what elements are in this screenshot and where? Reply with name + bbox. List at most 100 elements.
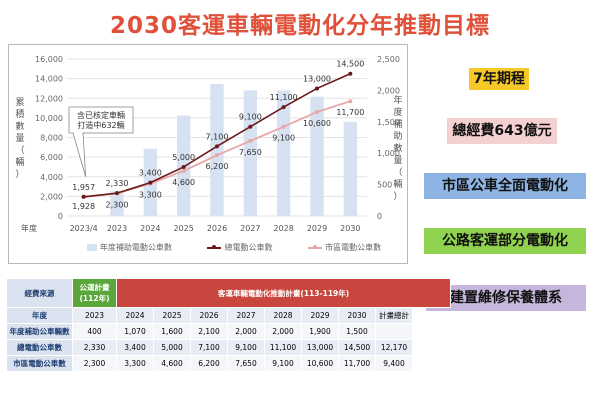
y2-axis-label-char: 年	[393, 94, 402, 106]
chart-panel: 0 2,000 4,000 6,000 8,000 10,000 12,000 14,000 1…	[8, 44, 408, 264]
table-cell: 2024	[116, 307, 154, 324]
table-row: 市區電動公車數 2,300 3,300 4,600 6,200 7,650 9,…	[6, 355, 451, 372]
row-label: 總電動公車數	[6, 339, 73, 356]
point-city	[348, 99, 353, 104]
table-cell: 14,500	[338, 339, 376, 356]
bar	[210, 84, 224, 216]
legend-swatch-bars	[86, 244, 97, 251]
data-label-total: 7,100	[206, 132, 229, 141]
y-axis-label-char: 數	[15, 120, 24, 132]
y-axis-label-char: 累	[15, 97, 24, 108]
legend-label-city: 市區電動公車數	[325, 243, 382, 252]
table-cell: 3,300	[116, 355, 154, 372]
table-cell: 9,100	[227, 339, 265, 356]
year-row-label: 年度	[6, 307, 73, 324]
point-total	[148, 180, 153, 185]
table-cell: 2,000	[227, 323, 265, 340]
point-total	[315, 86, 319, 91]
table-cell: 13,000	[301, 339, 339, 356]
legend-swatch-city	[308, 244, 323, 249]
x-tick-label: 2023/4	[70, 224, 98, 233]
legend-swatch-total	[207, 244, 222, 249]
legend-item-total: 總電動公車數	[207, 242, 272, 253]
data-label-city: 2,300	[106, 200, 129, 209]
callout-box	[68, 106, 134, 134]
point-total	[181, 164, 186, 169]
table-cell: 1,900	[301, 323, 339, 340]
chart-legend: 年度補助電動公車數 總電動公車數 市區電動公車數	[69, 242, 399, 253]
table-cell: 2028	[264, 307, 302, 324]
y2-axis-label-char: 助	[393, 130, 402, 142]
table-cell: 2,000	[264, 323, 302, 340]
data-label-city: 6,200	[206, 162, 229, 171]
point-total	[281, 105, 286, 110]
table-header-row: 經費來源 公運計畫 (112年) 客運車輛電動化推動計畫(113-119年)	[6, 278, 452, 308]
data-label-total: 9,100	[239, 113, 262, 122]
y2-tick-label: 1,000	[377, 149, 400, 158]
y2-tick-label: 0	[377, 212, 382, 221]
table-year-row: 年度 2023 2024 2025 2026 2027 2028 2029 20…	[6, 307, 451, 324]
table-cell: 2025	[153, 307, 191, 324]
data-label-city: 10,600	[303, 119, 331, 128]
x-tick-label: 2023	[107, 224, 127, 233]
table-cell: 2027	[227, 307, 265, 324]
x-tick-label: 2027	[240, 224, 260, 233]
point-total	[115, 191, 119, 196]
data-label-city: 7,650	[239, 148, 262, 157]
point-city	[248, 138, 253, 143]
data-label-total: 3,400	[139, 169, 162, 178]
callout-pointer	[72, 132, 87, 177]
table-cell: 7,650	[227, 355, 265, 372]
table-row: 年度補助公車輛數 400 1,070 1,600 2,100 2,000 2,0…	[6, 323, 451, 340]
data-label-total: 5,000	[172, 153, 195, 162]
side-label-highway-bus: 公路客運部分電動化	[424, 228, 586, 254]
table-cell: 6,200	[190, 355, 228, 372]
table-cell: 2,100	[190, 323, 228, 340]
side-label-maintenance: 建置維修保養體系	[426, 285, 586, 311]
data-label-city: 4,600	[172, 178, 195, 187]
y-tick-label: 10,000	[35, 114, 63, 123]
point-total	[81, 194, 86, 199]
bar	[310, 96, 324, 216]
table-cell: 1,500	[338, 323, 376, 340]
table-cell: 2026	[190, 307, 228, 324]
y-axis-label-char: ）	[15, 169, 24, 180]
y-tick-label: 6,000	[40, 153, 63, 162]
legend-item-city: 市區電動公車數	[308, 242, 381, 253]
y-tick-label: 8,000	[40, 134, 63, 143]
x-axis-label: 年度	[21, 223, 37, 233]
table-cell: 2030	[338, 307, 376, 324]
table-cell	[375, 323, 413, 340]
side-label-city-bus: 市區公車全面電動化	[424, 173, 586, 199]
y2-tick-label: 500	[377, 181, 392, 190]
table-cell: 400	[72, 323, 117, 340]
table-cell: 9,400	[375, 355, 413, 372]
bar	[343, 121, 357, 216]
y-tick-label: 4,000	[40, 173, 63, 182]
table-cell: 5,000	[153, 339, 191, 356]
x-tick-label: 2026	[207, 224, 227, 233]
table-cell: 1,070	[116, 323, 154, 340]
plan-table: 經費來源 公運計畫 (112年) 客運車輛電動化推動計畫(113-119年) 年…	[6, 278, 452, 372]
bar	[110, 190, 124, 216]
y2-axis-label-char: 量	[393, 155, 402, 166]
table-cell: 2029	[301, 307, 339, 324]
data-label-city: 9,100	[272, 134, 295, 143]
point-total	[348, 71, 353, 76]
table-cell: 2023	[72, 307, 117, 324]
y-axis-label-char: 積	[15, 108, 24, 120]
table-cell: 12,170	[375, 339, 413, 356]
point-city	[315, 109, 319, 114]
y2-axis-label-char: ）	[393, 191, 402, 202]
legend-label-bars: 年度補助電動公車數	[99, 243, 172, 252]
y2-axis-label-char: （	[393, 167, 402, 178]
y2-tick-label: 2,500	[377, 55, 400, 64]
x-tick-label: 2030	[340, 224, 360, 233]
bar	[277, 90, 291, 216]
point-city	[181, 168, 186, 173]
y2-tick-label: 1,500	[377, 118, 400, 127]
header-plan-b: 客運車輛電動化推動計畫(113-119年)	[115, 278, 452, 308]
data-label-total: 14,500	[336, 60, 364, 69]
table-cell: 10,600	[301, 355, 339, 372]
bar	[243, 90, 257, 216]
